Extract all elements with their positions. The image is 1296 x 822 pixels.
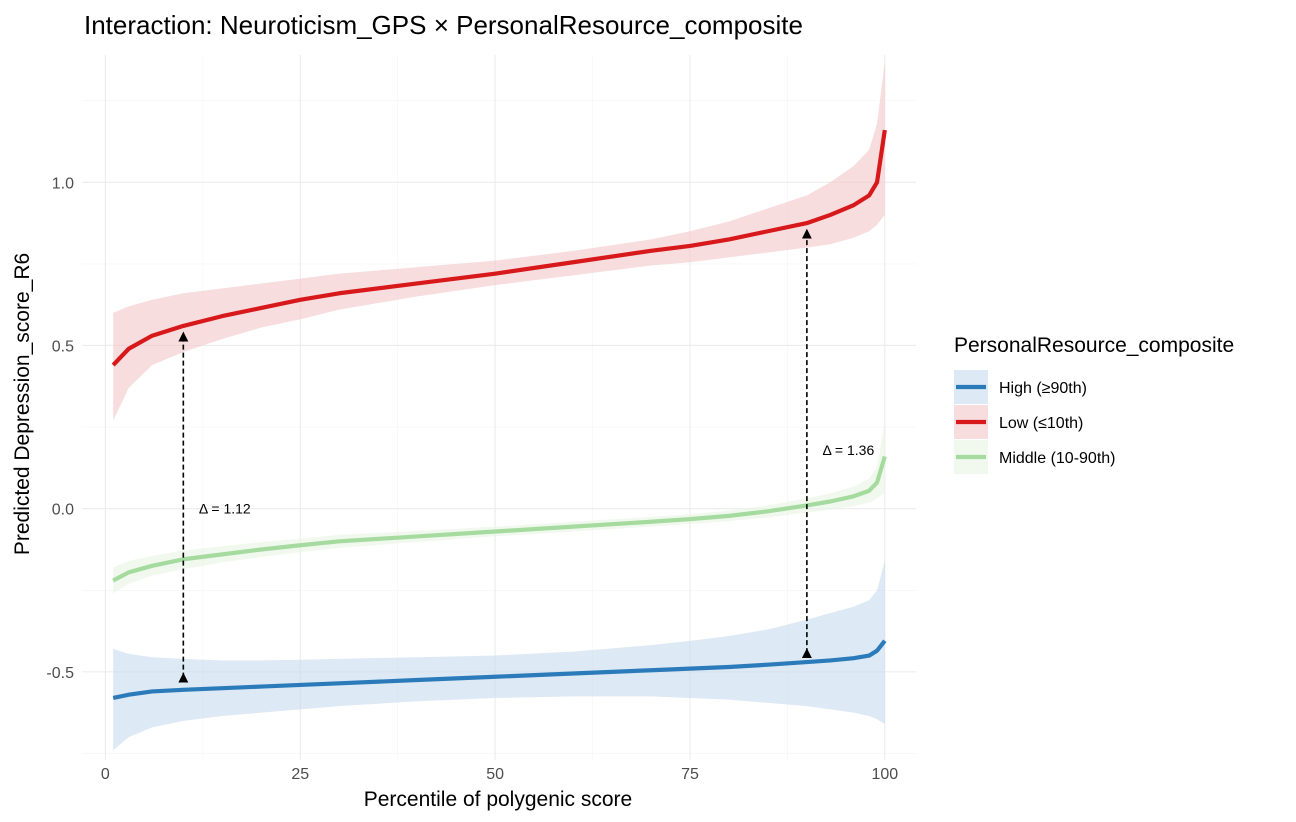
y-tick-label: 0.0 bbox=[52, 502, 74, 519]
confidence-bands bbox=[113, 61, 885, 751]
x-tick-label: 50 bbox=[486, 766, 504, 783]
legend-label-middle-10-90th: Middle (10-90th) bbox=[999, 450, 1116, 467]
band-low-10th bbox=[113, 61, 885, 421]
y-tick-label: 0.5 bbox=[52, 338, 74, 355]
band-high-90th bbox=[113, 560, 885, 751]
axis-ticks: 0 25 50 75 100 -0.5 0.0 0.5 1.0 bbox=[46, 175, 898, 783]
x-tick-label: 25 bbox=[291, 766, 309, 783]
legend-title: PersonalResource_composite bbox=[954, 334, 1234, 357]
delta-label-2: Δ = 1.36 bbox=[822, 442, 874, 458]
legend: PersonalResource_composite High (≥90th) L… bbox=[954, 334, 1234, 474]
annotations: Δ = 1.12 Δ = 1.36 bbox=[178, 228, 874, 683]
line-high-90th bbox=[112, 639, 887, 701]
x-tick-label: 100 bbox=[871, 766, 898, 783]
x-axis-title: Percentile of polygenic score bbox=[364, 788, 632, 811]
delta-label-1: Δ = 1.12 bbox=[199, 501, 251, 517]
legend-label-low-10th: Low (≤10th) bbox=[999, 415, 1083, 432]
y-tick-label: 1.0 bbox=[52, 175, 74, 192]
x-tick-label: 75 bbox=[681, 766, 699, 783]
y-axis-title: Predicted Depression_score_R6 bbox=[11, 253, 34, 555]
line-low-10th bbox=[111, 129, 887, 367]
legend-label-high-90th: High (≥90th) bbox=[999, 380, 1087, 397]
y-tick-label: -0.5 bbox=[46, 665, 74, 682]
series-lines bbox=[111, 129, 887, 701]
chart-title: Interaction: Neuroticism_GPS × PersonalR… bbox=[84, 10, 803, 40]
x-tick-label: 0 bbox=[101, 766, 110, 783]
band-middle-10-90th bbox=[113, 420, 885, 594]
line-middle-10-90th bbox=[112, 455, 887, 583]
